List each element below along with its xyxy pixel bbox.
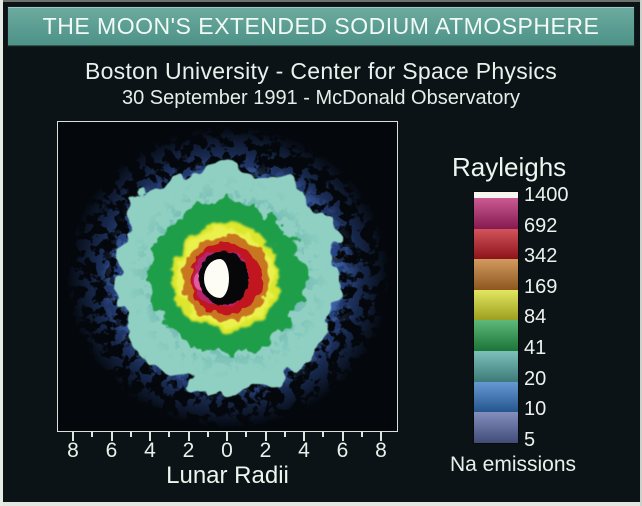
colorbar-segment <box>474 228 518 260</box>
x-tick-label: 2 <box>259 439 272 462</box>
x-tick-label: 6 <box>105 439 118 462</box>
colorbar-segment <box>474 381 518 413</box>
x-minor-tick <box>206 432 209 437</box>
colorbar-tick-label: 84 <box>524 306 547 329</box>
x-tick-label: 8 <box>67 439 79 462</box>
x-tick-label: 0 <box>221 439 233 462</box>
photo-edge-right <box>640 0 642 506</box>
colorbar-max-strip <box>474 192 518 198</box>
colorbar-segment <box>474 259 518 290</box>
colorbar-bar <box>474 192 518 443</box>
figure-title: THE MOON'S EXTENDED SODIUM ATMOSPHERE <box>42 13 600 39</box>
x-major-tick <box>226 432 228 441</box>
x-major-tick <box>380 432 382 441</box>
x-tick-label: 6 <box>336 439 349 462</box>
colorbar-tick-label: 342 <box>524 245 558 268</box>
colorbar-segment <box>474 198 518 229</box>
x-major-tick <box>187 432 190 441</box>
sunlit-crescent <box>204 259 229 298</box>
title-banner: THE MOON'S EXTENDED SODIUM ATMOSPHERE <box>8 7 634 46</box>
institution-subtitle: Boston University - Center for Space Phy… <box>84 58 558 84</box>
x-major-tick <box>110 432 113 441</box>
x-tick-label: 4 <box>298 439 310 462</box>
x-major-tick <box>264 432 267 441</box>
colorbar-tick-label: 20 <box>524 367 547 390</box>
x-minor-tick <box>360 432 363 437</box>
x-minor-tick <box>129 432 132 437</box>
x-minor-tick <box>245 432 248 437</box>
x-major-tick <box>341 432 344 441</box>
x-minor-tick <box>168 432 171 437</box>
colorbar-title: Rayleighs <box>452 152 567 182</box>
x-tick-label: 4 <box>144 439 156 462</box>
colorbar-tick-label: 41 <box>524 337 547 359</box>
x-major-tick <box>303 432 305 441</box>
photo-edge-top <box>0 0 642 2</box>
x-major-tick <box>149 432 151 441</box>
photo-edge-left <box>0 0 3 506</box>
sodium-atmosphere-image <box>58 122 397 431</box>
colorbar-tick-label: 5 <box>524 428 536 451</box>
x-tick-label: 2 <box>182 439 195 462</box>
x-minor-tick <box>91 432 94 437</box>
colorbar-footer: Na emissions <box>450 453 577 476</box>
x-minor-tick <box>322 432 325 437</box>
x-major-tick <box>72 432 74 441</box>
date-observatory-line: 30 September 1991 - McDonald Observatory <box>122 87 520 109</box>
x-axis-tick-labels: 8 6 4 2 0 2 4 6 8 <box>57 440 398 462</box>
colorbar-tick-label: 692 <box>524 214 558 237</box>
colorbar-segment <box>474 412 518 443</box>
colorbar-tick-label: 10 <box>524 398 547 421</box>
x-tick-label: 8 <box>375 439 387 462</box>
photo-edge-bottom <box>0 502 642 506</box>
colorbar-segment <box>474 320 518 351</box>
x-axis-ticks <box>57 432 398 442</box>
sodium-image-frame <box>57 121 398 432</box>
colorbar-segment <box>474 289 518 321</box>
x-minor-tick <box>283 432 286 437</box>
colorbar-tick-label: 1400 <box>524 184 569 206</box>
colorbar-segment <box>474 350 518 382</box>
x-axis-title: Lunar Radii <box>166 462 289 489</box>
colorbar-tick-label: 169 <box>524 275 558 298</box>
